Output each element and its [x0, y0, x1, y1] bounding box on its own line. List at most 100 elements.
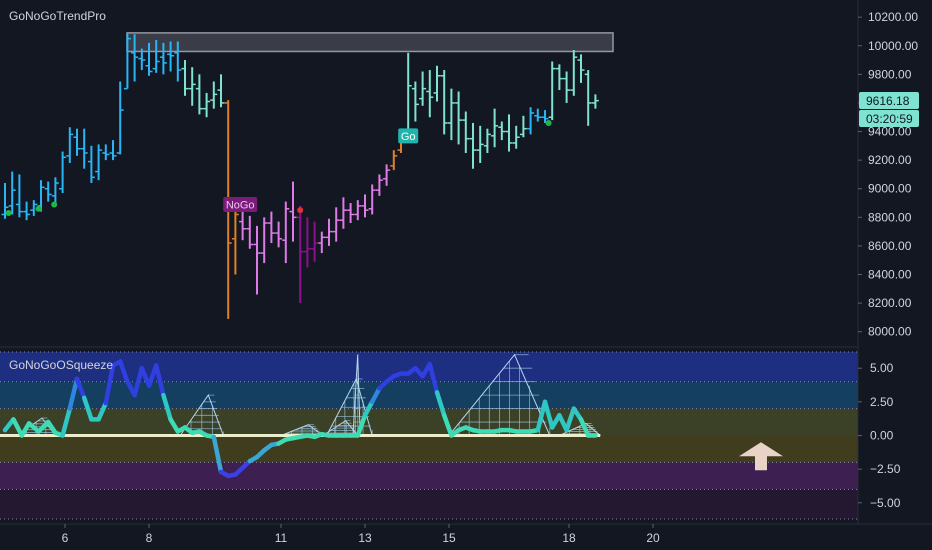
candle-18: [131, 34, 139, 82]
marker-go-2: [51, 201, 58, 208]
oscillator-segment-1: [11, 417, 25, 438]
oscillator-segment-9: [74, 376, 87, 401]
candle-11: [80, 128, 88, 169]
candle-75: [541, 110, 549, 123]
oscillator-segment-2: [19, 421, 32, 438]
markers-group: [5, 119, 552, 217]
candle-26: [188, 67, 196, 106]
countdown-text: 03:20:59: [866, 112, 913, 126]
price-tick-1: 10000.00: [868, 39, 918, 53]
candle-57: [411, 81, 419, 122]
candle-30: [217, 74, 225, 108]
oscillator-segment-77: [564, 406, 577, 433]
grid-outline: [280, 424, 324, 436]
candle-15: [109, 140, 117, 161]
marker-go-4: [545, 119, 552, 126]
candle-10: [73, 128, 81, 156]
price-pane[interactable]: NoGo Go: [1, 32, 614, 319]
osc-tick-1: 2.50: [870, 395, 894, 409]
candle-80: [577, 54, 585, 83]
candle-38: [275, 221, 283, 248]
candle-16: [116, 81, 124, 155]
oscillator-scale[interactable]: 5.00 2.50 0.00 −2.50 −5.00: [858, 361, 901, 510]
candle-24: [174, 41, 182, 82]
candle-68: [491, 108, 499, 148]
osc-tick-3: −2.50: [870, 462, 901, 476]
candle-1: [8, 171, 16, 215]
candle-45: [325, 218, 333, 246]
candle-81: [584, 70, 592, 126]
band-2: [0, 408, 858, 436]
price-tick-7: 8800.00: [868, 210, 912, 224]
oscillator-segment-48: [355, 413, 368, 438]
time-tick-3: 13: [358, 531, 372, 545]
price-tick-8: 8600.00: [868, 239, 912, 253]
label-bg: [223, 196, 258, 212]
price-tick-5: 9200.00: [868, 153, 912, 167]
band-1: [0, 381, 858, 409]
oscillator-segment-17: [132, 365, 145, 398]
candle-65: [469, 122, 477, 169]
time-tick-2: 11: [275, 531, 288, 545]
time-axis[interactable]: 6 8 11 13 15 18 20: [62, 524, 660, 545]
resistance-zone: [126, 32, 614, 53]
candle-59: [426, 70, 434, 118]
oscillator-segment-15: [117, 359, 130, 384]
candle-17: [123, 32, 131, 90]
candle-6: [44, 181, 52, 202]
candle-9: [66, 127, 74, 163]
candle-82: [591, 94, 599, 109]
label-bg: [398, 128, 419, 144]
candle-14: [102, 144, 110, 161]
candle-76: [548, 61, 556, 121]
oscillator-segment-74: [542, 399, 555, 430]
candle-37: [267, 211, 275, 244]
candle-49: [354, 200, 362, 221]
annotations-group: NoGo Go: [223, 128, 419, 212]
candle-12: [87, 145, 95, 184]
oscillator-segment-12: [96, 400, 109, 422]
marker-go-1: [35, 205, 42, 212]
candle-41: [296, 205, 304, 304]
candle-46: [332, 207, 340, 242]
candle-71: [512, 125, 520, 149]
candle-2: [15, 174, 23, 218]
price-scale[interactable]: 10200.0010000.009800.009600.009400.00920…: [858, 10, 918, 339]
price-tick-9: 8400.00: [868, 268, 912, 282]
band-3: [0, 435, 858, 463]
candle-48: [347, 203, 355, 224]
oscillator-segment-22: [168, 417, 181, 434]
candle-40: [289, 181, 297, 242]
candle-43: [311, 221, 319, 262]
go-label: Go: [398, 128, 419, 144]
squeeze-pane[interactable]: [0, 351, 858, 520]
candle-8: [59, 151, 67, 194]
grid-outline: [352, 354, 361, 436]
time-tick-4: 15: [442, 531, 456, 545]
candle-7: [51, 177, 59, 204]
squeeze-grid-1: [179, 394, 224, 436]
candle-35: [253, 225, 261, 295]
last-price-text: 9616.18: [866, 94, 910, 108]
band-5: [0, 489, 858, 519]
squeeze-pane-title: GoNoGoOSqueeze: [9, 358, 113, 372]
oscillator-segment-13: [103, 363, 116, 406]
candle-79: [570, 50, 578, 96]
candle-77: [555, 64, 563, 91]
candle-60: [433, 65, 441, 102]
oscillator-segment-49: [362, 399, 375, 418]
oscillator-segment-58: [427, 361, 440, 395]
oscillator-segment-50: [369, 386, 382, 405]
oscillator-levels: [0, 351, 858, 520]
candle-25: [181, 60, 189, 96]
candle-73: [527, 107, 535, 135]
candle-47: [339, 197, 347, 229]
candle-50: [361, 194, 369, 218]
osc-tick-4: −5.00: [870, 496, 901, 510]
marker-nogo-3: [297, 207, 304, 214]
osc-tick-0: 5.00: [870, 361, 894, 375]
candle-21: [152, 40, 160, 73]
price-tick-6: 9000.00: [868, 182, 912, 196]
oscillator-bands: [0, 352, 858, 519]
